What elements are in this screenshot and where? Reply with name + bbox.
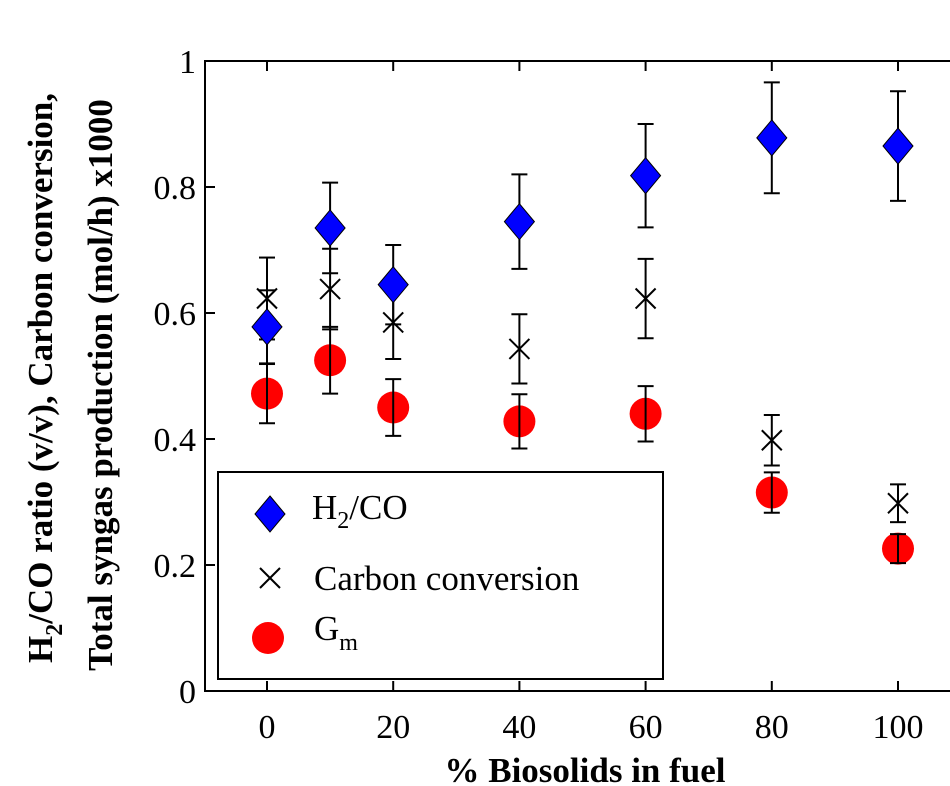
gm-error-bar: [511, 393, 528, 450]
gm-error-bar: [890, 533, 906, 565]
x-tick-label: 20: [376, 709, 410, 746]
legend-marker-h2co: [254, 495, 286, 533]
h2co-point: [251, 308, 283, 346]
legend-box: [217, 471, 664, 680]
x-tick-label: 80: [755, 709, 789, 746]
axis-ticks: [205, 60, 899, 692]
y-axis-title-line2: Total syngas production (mol/h) x1000: [81, 99, 120, 671]
carbon-point: [508, 338, 531, 360]
legend-marker-gm: [252, 622, 284, 654]
h2co-point: [882, 127, 914, 165]
y-axis-title-line1: H2/CO ratio (v/v), Carbon conversion,: [21, 93, 68, 663]
y-tick-label: 0.2: [154, 548, 197, 585]
x-axis-title: % Biosolids in fuel: [444, 751, 725, 786]
y-tick-labels: 0 0.2 0.4 0.6 0.8 1: [154, 44, 197, 711]
legend-label-gm: Gm: [314, 609, 358, 656]
y-tick-label: 0.8: [154, 170, 197, 207]
h2co-point: [503, 202, 536, 241]
h2co-point: [314, 209, 346, 247]
legend-marker-carbon: [259, 567, 281, 589]
y-tick-label: 0.4: [154, 422, 197, 459]
carbon-point: [761, 429, 783, 451]
y-tick-label: 1: [179, 44, 196, 81]
y-tick-label: 0.6: [154, 296, 197, 333]
x-tick-label: 60: [629, 709, 663, 746]
x-tick-labels: 0 20 40 60 80 100: [259, 709, 924, 746]
h2co-point: [629, 156, 662, 195]
x-tick-label: 100: [873, 709, 924, 746]
gm-error-bar: [637, 385, 654, 443]
carbon-point: [319, 278, 341, 300]
legend-label-h2co: H2/CO: [312, 488, 408, 534]
carbon-point: [887, 492, 909, 514]
carbon-point: [634, 287, 657, 310]
h2co-point: [377, 265, 409, 304]
y-tick-label: 0: [179, 674, 196, 711]
h2co-point: [756, 119, 788, 157]
gm-error-bar: [385, 378, 402, 437]
legend-label-carbon: Carbon conversion: [314, 559, 579, 598]
legend: H2/CO Carbon conversion Gm: [217, 471, 664, 680]
data-points: [251, 81, 914, 565]
gm-error-bar: [763, 471, 780, 514]
x-tick-label: 40: [502, 709, 536, 746]
x-tick-label: 0: [259, 709, 276, 746]
